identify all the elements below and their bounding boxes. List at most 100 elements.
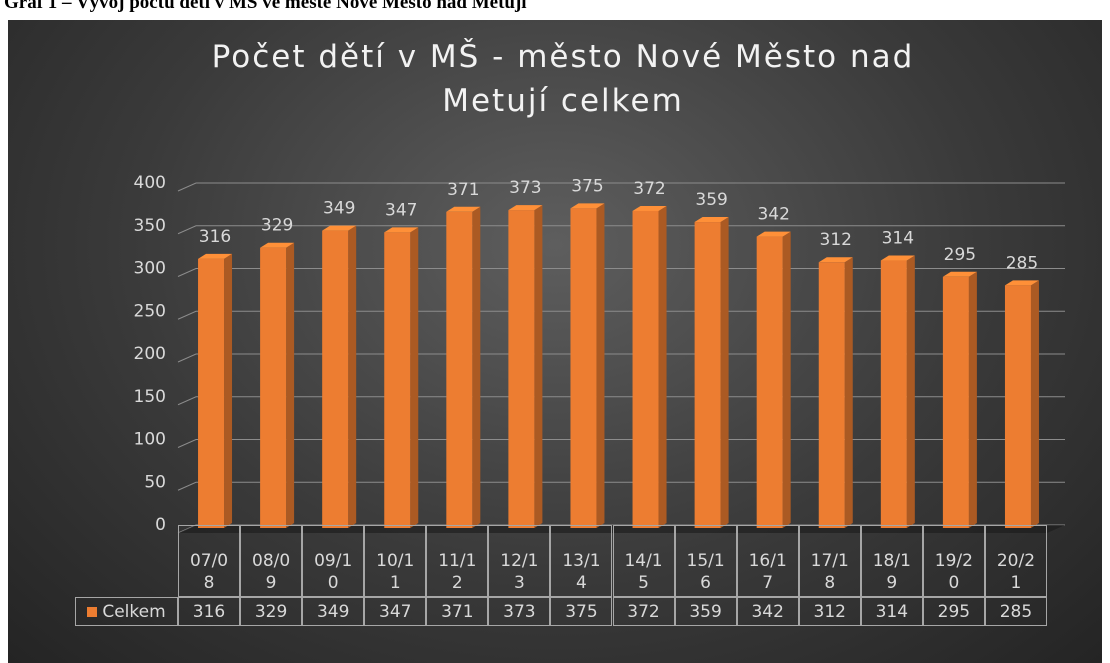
data-label: 316 xyxy=(199,227,231,247)
bar-side xyxy=(534,205,543,528)
x-tick-label: 19/20 xyxy=(922,525,985,597)
bar-top xyxy=(198,253,233,259)
bar-side xyxy=(844,257,853,528)
x-tick-label: 15/16 xyxy=(674,525,737,597)
bar xyxy=(880,260,907,528)
x-tick-label: 18/19 xyxy=(860,525,923,597)
data-label: 373 xyxy=(509,178,541,198)
x-tick-label-text: 17/18 xyxy=(810,551,849,593)
bar xyxy=(942,276,969,528)
x-tick-label: 11/12 xyxy=(426,525,489,597)
bar-top xyxy=(942,271,977,277)
x-tick-label: 07/08 xyxy=(178,525,241,597)
bar-top xyxy=(508,205,543,211)
bar-top xyxy=(446,206,481,212)
table-value: 295 xyxy=(922,597,985,626)
title-line: Metují celkem xyxy=(442,83,684,119)
table-value-text: 285 xyxy=(999,601,1033,622)
y-tick-label: 200 xyxy=(134,344,166,364)
chart-title: Počet dětí v MŠ - město Nové Město nad Me… xyxy=(212,38,915,119)
data-label: 371 xyxy=(447,180,479,200)
grid-line xyxy=(177,182,1065,192)
table-value: 312 xyxy=(798,597,861,626)
bar-side xyxy=(782,231,791,528)
bar-top xyxy=(632,205,667,211)
y-tick-label: 150 xyxy=(134,387,166,407)
table-value-text: 347 xyxy=(379,601,412,622)
y-tick-label: 250 xyxy=(134,301,166,321)
x-tick-label: 16/17 xyxy=(736,525,799,597)
data-label: 312 xyxy=(820,230,852,250)
table-value: 375 xyxy=(550,597,613,626)
table-value: 347 xyxy=(364,597,427,626)
table-value: 373 xyxy=(488,597,551,626)
table-value: 314 xyxy=(860,597,923,626)
x-tick-label-text: 14/15 xyxy=(624,551,663,593)
x-tick-label-text: 18/19 xyxy=(872,551,911,593)
bar xyxy=(446,211,473,529)
table-value-text: 316 xyxy=(192,601,226,622)
bar xyxy=(632,210,659,528)
bar xyxy=(570,208,597,528)
bar-top xyxy=(1004,280,1039,286)
chart: Počet dětí v MŠ - město Nové Město nad Me… xyxy=(8,20,1102,663)
table-value: 371 xyxy=(426,597,489,626)
data-label: 342 xyxy=(757,205,789,225)
data-label: 285 xyxy=(1006,253,1038,273)
bar-side xyxy=(596,203,605,528)
bar-side xyxy=(906,255,915,528)
bar xyxy=(260,247,287,528)
bar-side xyxy=(224,253,233,528)
table-value: 342 xyxy=(736,597,799,626)
y-tick-label: 400 xyxy=(134,173,166,193)
y-tick-label: 300 xyxy=(134,259,166,279)
table-value-text: 373 xyxy=(503,601,536,622)
table-value: 372 xyxy=(612,597,675,626)
x-tick-label: 14/15 xyxy=(612,525,675,597)
data-label: 314 xyxy=(882,229,914,249)
table-value: 349 xyxy=(302,597,365,626)
caption: Graf 1 – Vývoj počtu dětí v MŠ ve městě … xyxy=(4,0,527,13)
bar-side xyxy=(348,225,357,529)
bar-side xyxy=(286,242,295,528)
x-tick-label: 17/18 xyxy=(798,525,861,597)
data-label: 372 xyxy=(633,179,665,199)
table-value-text: 359 xyxy=(689,601,722,622)
bar xyxy=(694,222,721,528)
x-tick-label: 09/10 xyxy=(302,525,365,597)
bar-top xyxy=(818,257,853,263)
x-tick-label: 08/09 xyxy=(240,525,303,597)
x-tick-label-text: 12/13 xyxy=(500,551,539,593)
chart-svg: Počet dětí v MŠ - město Nové Město nad Me… xyxy=(134,38,1065,535)
grid-line xyxy=(177,396,1065,406)
data-label: 295 xyxy=(944,245,976,265)
legend-label: Celkem xyxy=(102,601,166,622)
bar-top xyxy=(322,225,357,231)
x-tick-label: 12/13 xyxy=(488,525,551,597)
x-tick-label: 13/14 xyxy=(550,525,613,597)
table-value-text: 371 xyxy=(441,601,474,622)
bar-side xyxy=(720,217,729,528)
x-tick-label-text: 08/09 xyxy=(252,551,291,593)
bar-side xyxy=(472,206,481,529)
table-value: 285 xyxy=(984,597,1047,626)
x-tick-label-text: 20/21 xyxy=(996,551,1036,593)
bar-top xyxy=(694,217,729,223)
table-value: 329 xyxy=(240,597,303,626)
grid-line xyxy=(177,268,1065,277)
x-tick-label-text: 15/16 xyxy=(686,551,725,593)
bar xyxy=(756,236,783,528)
y-tick-label: 50 xyxy=(144,472,166,492)
data-label: 359 xyxy=(695,190,727,210)
y-tick-label: 350 xyxy=(134,216,166,236)
y-tick-label: 0 xyxy=(155,515,166,535)
grid-line xyxy=(177,353,1065,363)
legend-swatch xyxy=(87,606,98,617)
title-line: Počet dětí v MŠ - město Nové Město nad xyxy=(212,38,915,75)
bar-top xyxy=(756,231,791,237)
bar xyxy=(1004,285,1031,528)
data-label: 329 xyxy=(261,216,293,236)
x-tick-label-text: 09/10 xyxy=(314,551,353,593)
data-label: 347 xyxy=(385,200,417,220)
